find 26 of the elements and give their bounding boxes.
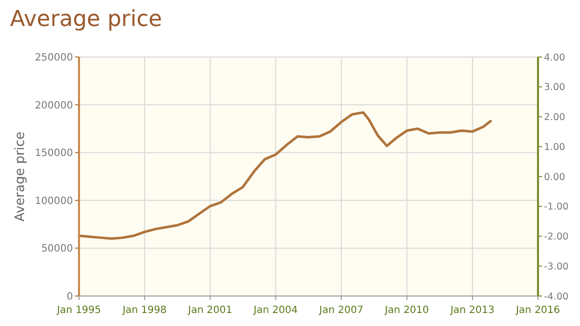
x-tick-label: Jan 2013 (449, 305, 494, 316)
x-tick-label: Jan 2016 (514, 305, 560, 316)
y-tick-label: 200000 (34, 100, 73, 112)
y2-tick-label: -1.00 (544, 202, 569, 213)
y2-tick-label: -3.00 (544, 261, 569, 272)
y2-tick-label: 3.00 (544, 82, 566, 94)
x-tick-label: Jan 1998 (122, 305, 167, 316)
chart-title: Average price (10, 7, 162, 32)
x-tick-label: Jan 2001 (187, 305, 232, 316)
y2-tick-label: 1.00 (544, 142, 566, 153)
line-series (78, 111, 492, 240)
y2-tick-label: -4.00 (544, 291, 569, 302)
y-tick-label: 250000 (34, 52, 73, 64)
y-tick-label: 50000 (41, 244, 73, 255)
x-tick-label: Jan 2007 (318, 305, 364, 316)
y-tick-label: 100000 (34, 196, 73, 207)
y2-tick-label: 2.00 (544, 112, 566, 124)
x-tick-label: Jan 1995 (56, 305, 102, 316)
y-tick-label: 150000 (34, 148, 73, 160)
y2-tick-label: -2.00 (544, 232, 569, 243)
y-axis-title: Average price (13, 132, 28, 222)
x-tick-label: Jan 2004 (252, 305, 298, 316)
x-tick-label: Jan 2010 (384, 305, 429, 316)
y-tick-label: 0 (66, 292, 73, 302)
y2-tick-label: 4.00 (544, 52, 566, 64)
y2-tick-label: 0.00 (544, 172, 566, 183)
